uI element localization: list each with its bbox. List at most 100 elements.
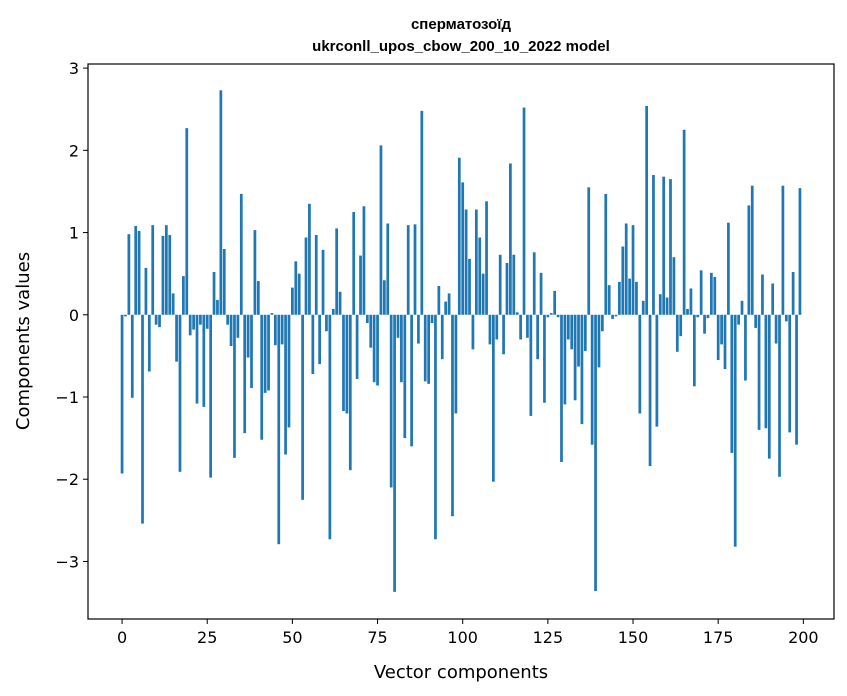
bar-component-165	[682, 129, 686, 315]
bar-component-54	[304, 237, 308, 315]
bar-component-77	[382, 280, 386, 315]
bar-component-18	[182, 276, 185, 315]
bar-component-124	[543, 314, 546, 403]
bar-component-33	[233, 314, 236, 458]
bar-component-47	[280, 314, 284, 345]
bar-component-127	[553, 290, 557, 315]
bar-component-135	[580, 314, 584, 425]
bar-component-40	[256, 281, 260, 315]
bar-component-189	[764, 314, 768, 429]
bar-component-62	[331, 309, 335, 315]
bar-component-4	[134, 225, 138, 315]
bar-component-67	[348, 314, 352, 471]
bar-component-114	[509, 163, 512, 315]
bar-component-51	[294, 261, 298, 315]
bar-component-12	[161, 235, 165, 315]
bar-component-157	[655, 314, 659, 427]
x-tick-label: 200	[788, 628, 819, 647]
bar-component-146	[618, 281, 621, 315]
x-tick-label: 25	[197, 628, 217, 647]
bar-component-119	[526, 314, 529, 338]
bar-component-156	[652, 175, 655, 315]
bar-component-122	[536, 314, 540, 360]
bar-component-197	[791, 272, 795, 315]
bar-component-92	[434, 314, 437, 540]
bar-component-180	[733, 314, 737, 547]
bar-component-59	[321, 249, 325, 315]
bar-component-26	[209, 314, 212, 478]
y-tick-label: 1	[69, 224, 79, 243]
bar-component-89	[423, 314, 427, 382]
bar-component-153	[641, 300, 645, 315]
bar-component-21	[192, 314, 195, 330]
bar-component-143	[607, 285, 611, 315]
bar-component-7	[144, 267, 148, 315]
bar-component-176	[720, 314, 723, 345]
bar-component-159	[662, 176, 666, 315]
bar-component-74	[372, 314, 376, 383]
bar-component-144	[611, 314, 614, 319]
bar-component-15	[171, 293, 175, 315]
bar-component-195	[784, 314, 788, 322]
bar-component-71	[362, 206, 366, 315]
bar-component-97	[451, 314, 454, 517]
bar-component-55	[308, 203, 311, 315]
bar-component-107	[485, 201, 488, 315]
bar-component-73	[369, 314, 373, 348]
bar-component-0	[120, 314, 124, 474]
bar-component-63	[335, 228, 339, 315]
bar-component-169	[696, 314, 700, 318]
bar-component-5	[137, 230, 141, 315]
bar-component-190	[767, 314, 771, 459]
bar-component-149	[628, 278, 631, 315]
bar-component-88	[420, 110, 424, 315]
bar-component-9	[151, 225, 155, 315]
bar-component-142	[604, 193, 608, 315]
bar-component-75	[376, 314, 379, 386]
bar-component-121	[532, 252, 536, 315]
bar-component-72	[365, 314, 369, 323]
bar-component-185	[750, 185, 754, 315]
bar-component-28	[216, 299, 219, 315]
bar-component-136	[583, 314, 587, 351]
y-tick-label: −3	[55, 552, 79, 571]
bar-component-191	[771, 283, 775, 315]
bar-component-49	[287, 314, 291, 428]
bar-component-100	[461, 182, 465, 315]
bar-component-57	[314, 235, 318, 315]
bar-component-194	[781, 185, 785, 315]
bar-component-192	[774, 314, 778, 344]
y-tick-label: 0	[69, 306, 79, 325]
bar-component-87	[417, 314, 420, 344]
bar-component-1	[124, 314, 127, 317]
bar-component-132	[570, 314, 574, 350]
bar-component-84	[406, 225, 410, 315]
bar-component-166	[686, 309, 689, 315]
bar-component-45	[273, 314, 277, 346]
bar-component-37	[246, 314, 250, 358]
bar-component-108	[488, 314, 492, 345]
x-tick-label: 125	[533, 628, 564, 647]
bar-component-14	[168, 235, 172, 315]
bar-component-30	[222, 249, 226, 315]
bar-component-129	[560, 314, 563, 462]
bar-component-11	[158, 314, 161, 328]
bar-component-69	[355, 314, 359, 379]
bar-component-39	[253, 230, 257, 315]
bar-component-17	[178, 314, 182, 472]
bar-component-78	[386, 223, 390, 315]
bar-component-148	[624, 223, 628, 315]
bar-component-183	[744, 314, 747, 381]
bar-component-125	[546, 314, 550, 318]
bar-component-123	[539, 272, 543, 315]
bar-component-42	[263, 314, 267, 393]
bar-component-186	[754, 314, 758, 328]
x-tick-label: 0	[117, 628, 127, 647]
bar-component-139	[594, 314, 597, 592]
bar-component-53	[301, 314, 304, 500]
bar-component-171	[703, 314, 706, 334]
chart-subtitle: ukrconll_upos_cbow_200_10_2022 model	[312, 38, 610, 55]
bar-component-118	[522, 107, 526, 315]
